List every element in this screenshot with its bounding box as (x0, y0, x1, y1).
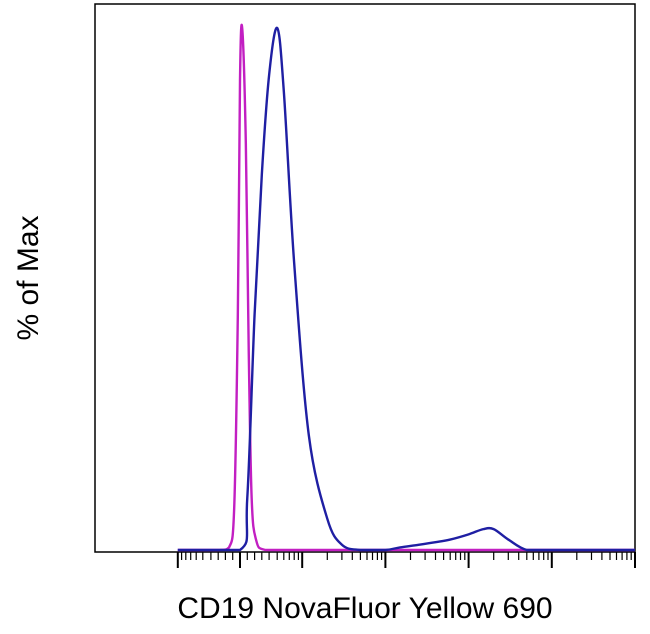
plot-frame (94, 3, 636, 553)
histogram-series-1 (177, 26, 635, 552)
x-axis-ticks (176, 552, 636, 568)
histogram-series-0 (177, 23, 635, 552)
x-axis-title: CD19 NovaFluor Yellow 690 (177, 592, 552, 625)
y-axis-title: % of Max (12, 215, 45, 340)
series-layer (177, 23, 635, 552)
